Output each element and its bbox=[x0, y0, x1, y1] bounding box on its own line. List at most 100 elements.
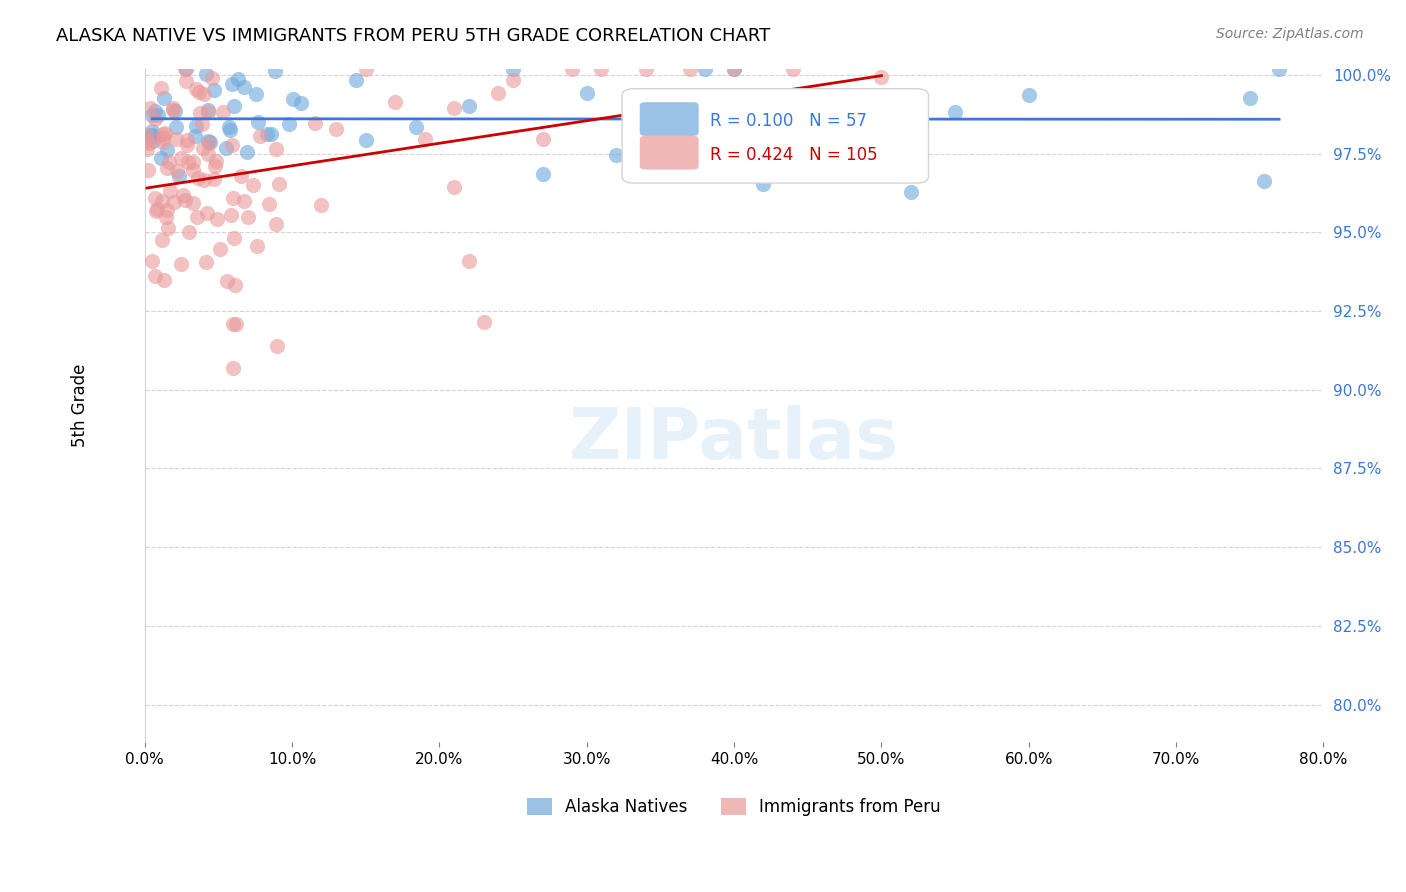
Point bbox=[233, 194, 256, 208]
Point bbox=[174, 62, 197, 76]
Point bbox=[278, 117, 301, 131]
Point bbox=[176, 138, 198, 153]
Point bbox=[218, 123, 240, 137]
Point bbox=[152, 127, 174, 141]
Point bbox=[197, 104, 219, 119]
Point bbox=[170, 257, 193, 271]
Point bbox=[184, 128, 207, 143]
Point bbox=[208, 242, 231, 256]
Point bbox=[212, 105, 235, 120]
Point bbox=[150, 194, 173, 208]
Point bbox=[195, 206, 218, 220]
Point bbox=[242, 178, 264, 192]
Point bbox=[752, 177, 775, 191]
Point bbox=[170, 151, 193, 165]
Point bbox=[156, 143, 179, 157]
Point bbox=[150, 233, 173, 247]
Point bbox=[1239, 91, 1261, 105]
Point bbox=[153, 126, 176, 140]
Point bbox=[165, 132, 187, 146]
Point bbox=[218, 120, 240, 134]
Y-axis label: 5th Grade: 5th Grade bbox=[72, 364, 89, 447]
Point bbox=[187, 85, 209, 99]
Point bbox=[443, 101, 465, 115]
Point bbox=[156, 203, 179, 218]
Point bbox=[245, 87, 267, 102]
Point bbox=[157, 154, 180, 169]
Point bbox=[870, 107, 893, 121]
Point bbox=[141, 254, 163, 268]
Point bbox=[186, 120, 208, 134]
Point bbox=[173, 193, 195, 207]
Point bbox=[1253, 174, 1275, 188]
Point bbox=[266, 338, 288, 352]
Text: Source: ZipAtlas.com: Source: ZipAtlas.com bbox=[1216, 27, 1364, 41]
Point bbox=[257, 197, 280, 211]
Point bbox=[149, 80, 172, 95]
Point bbox=[723, 62, 745, 76]
Point bbox=[145, 103, 167, 118]
Point bbox=[172, 188, 194, 202]
Point bbox=[163, 195, 186, 210]
Point bbox=[201, 70, 224, 85]
Point bbox=[1018, 87, 1040, 102]
Text: R = 0.100   N = 57: R = 0.100 N = 57 bbox=[710, 112, 868, 130]
Point bbox=[162, 103, 184, 117]
Point bbox=[723, 62, 745, 76]
Point bbox=[256, 127, 278, 141]
Point bbox=[177, 154, 200, 169]
Point bbox=[591, 62, 613, 76]
Point bbox=[167, 169, 190, 183]
Point bbox=[457, 253, 479, 268]
Point bbox=[174, 62, 197, 76]
Point bbox=[264, 217, 287, 231]
Point bbox=[205, 153, 228, 168]
Point bbox=[138, 136, 160, 150]
Point bbox=[186, 81, 208, 95]
Point bbox=[236, 210, 259, 224]
Point bbox=[195, 254, 218, 268]
Text: R = 0.424   N = 105: R = 0.424 N = 105 bbox=[710, 145, 879, 164]
Point bbox=[226, 71, 249, 86]
Point bbox=[152, 131, 174, 145]
Point bbox=[152, 273, 174, 287]
Point bbox=[229, 169, 252, 183]
Point bbox=[186, 210, 208, 224]
Point bbox=[413, 132, 436, 146]
Point bbox=[141, 124, 163, 138]
FancyBboxPatch shape bbox=[640, 136, 699, 169]
Point bbox=[693, 62, 716, 76]
Point bbox=[309, 198, 332, 212]
Point bbox=[222, 231, 245, 245]
Point bbox=[290, 95, 312, 110]
Point bbox=[188, 105, 211, 120]
Point bbox=[142, 134, 165, 148]
Point bbox=[181, 196, 204, 211]
Point bbox=[634, 62, 657, 76]
Point bbox=[148, 108, 170, 122]
Point bbox=[181, 155, 204, 169]
Point bbox=[900, 185, 922, 199]
FancyBboxPatch shape bbox=[621, 88, 928, 183]
Point bbox=[222, 360, 245, 375]
Point bbox=[191, 117, 214, 131]
Point bbox=[304, 116, 326, 130]
Point bbox=[260, 127, 283, 141]
Text: ZIPatlas: ZIPatlas bbox=[569, 405, 898, 474]
Point bbox=[221, 208, 243, 222]
Point bbox=[136, 163, 159, 178]
Point bbox=[141, 128, 163, 143]
Point bbox=[207, 211, 229, 226]
Point bbox=[486, 86, 509, 100]
Point bbox=[225, 317, 247, 331]
Point bbox=[165, 104, 187, 119]
Point bbox=[232, 79, 254, 94]
Point bbox=[139, 101, 162, 115]
Point bbox=[870, 70, 893, 84]
Point bbox=[187, 170, 209, 185]
Point bbox=[249, 129, 271, 144]
Point bbox=[384, 95, 406, 109]
Point bbox=[221, 137, 243, 152]
Point bbox=[246, 239, 269, 253]
Point bbox=[796, 114, 818, 128]
